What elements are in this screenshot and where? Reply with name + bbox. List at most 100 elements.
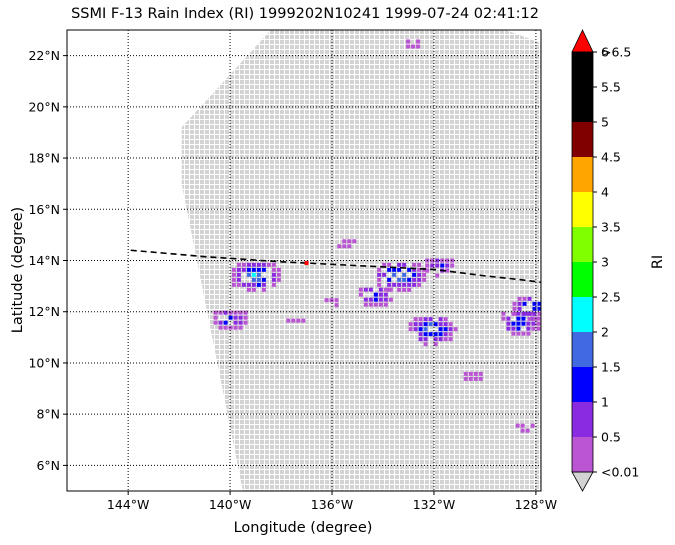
rain-pixel [407, 277, 412, 282]
rain-pixel [387, 267, 392, 272]
rain-pixel [543, 312, 547, 316]
rain-pixel [413, 327, 418, 332]
rain-pixel [397, 282, 402, 287]
rain-pixel [417, 272, 422, 277]
rain-cluster [463, 371, 483, 381]
rain-pixel [228, 315, 233, 320]
rain-pixel [378, 292, 383, 297]
rain-pixel [387, 282, 392, 287]
rain-pixel [473, 376, 478, 381]
rain-pixel [537, 306, 541, 311]
rain-pixel [271, 282, 276, 287]
rain-pixel [438, 322, 443, 327]
colorbar-tick-label: 2.5 [601, 290, 621, 305]
rain-pixel [301, 318, 306, 323]
rain-pixel [428, 332, 433, 337]
rain-pixel [231, 267, 236, 272]
rain-pixel [387, 262, 392, 267]
rain-pixel [537, 301, 541, 306]
rain-pixel [478, 371, 483, 376]
rain-pixel [368, 287, 373, 292]
colorbar-segment [572, 192, 593, 227]
rain-cluster [515, 423, 535, 433]
rain-pixel [388, 287, 393, 292]
rain-pixel [276, 277, 281, 282]
colorbar-segment [572, 367, 593, 402]
x-tick-label: 140°W [209, 497, 251, 512]
rain-pixel [397, 262, 402, 267]
colorbar-tick-label: 3.5 [601, 220, 621, 235]
rain-cluster [337, 239, 357, 249]
rain-pixel [261, 282, 266, 287]
colorbar-tick-label: 1.5 [601, 360, 621, 375]
x-tick-label: 144°W [107, 497, 149, 512]
x-axis-label: Longitude (degree) [234, 520, 373, 536]
rain-pixel [412, 262, 417, 267]
colorbar-tick-label: 5 [601, 115, 609, 130]
rain-pixel [433, 332, 438, 337]
rain-pixel [243, 315, 248, 320]
rain-pixel [231, 277, 236, 282]
rain-pixel [383, 292, 388, 297]
colorbar: <0.01 0.5 1 1.5 2 2.5 3 3.5 4 4.5 5 5.5 6>6.5 [571, 29, 639, 492]
colorbar-segment [572, 262, 593, 297]
rain-cluster [231, 262, 281, 292]
rain-pixel [231, 272, 236, 277]
rain-pixel [246, 262, 251, 267]
rain-pixel [520, 423, 525, 428]
rain-pixel [501, 316, 506, 321]
rain-pixel [425, 268, 430, 273]
rain-pixel [358, 292, 363, 297]
rain-pixel [383, 297, 388, 302]
rain-pixel [423, 342, 428, 347]
rain-pixel [506, 316, 511, 321]
rain-pixel [423, 317, 428, 322]
rain-pixel [377, 277, 382, 282]
rain-pixel [443, 327, 448, 332]
colorbar-label: RI [650, 255, 666, 269]
colorbar-segment [572, 227, 593, 262]
rain-pixel [383, 287, 388, 292]
storm-center-marker [304, 261, 309, 266]
rain-pixel [387, 277, 392, 282]
rain-cluster [408, 317, 458, 347]
colorbar-segment [572, 332, 593, 367]
rain-pixel [218, 320, 223, 325]
rain-pixel [512, 301, 517, 306]
rain-pixel [423, 322, 428, 327]
rain-pixel [453, 327, 458, 332]
rain-pixel [422, 267, 427, 272]
rain-pixel [286, 318, 291, 323]
rain-pixel [526, 326, 531, 331]
rain-pixel [521, 316, 526, 321]
rain-pixel [522, 301, 527, 306]
colorbar-tick-label: 2 [601, 325, 609, 340]
y-tick-label: 8°N [36, 407, 60, 422]
chart-title: SSMI F-13 Rain Index (RI) 1999202N10241 … [71, 6, 539, 22]
rain-pixel [532, 306, 537, 311]
rain-pixel [536, 321, 541, 326]
rain-pixel [392, 282, 397, 287]
rain-cluster [213, 310, 248, 330]
rain-pixel [527, 311, 532, 316]
rain-pixel [450, 263, 455, 268]
rain-pixel [501, 311, 506, 316]
rain-pixel [548, 307, 552, 311]
rain-pixel [516, 321, 521, 326]
colorbar-tick-label: 4 [601, 185, 609, 200]
rain-pixel [428, 317, 433, 322]
rain-cluster [406, 39, 421, 49]
rain-pixel [256, 282, 261, 287]
rain-pixel [412, 272, 417, 277]
rain-pixel [406, 44, 411, 49]
rain-pixel [236, 267, 241, 272]
rain-pixel [368, 297, 373, 302]
rain-pixel [246, 272, 251, 277]
y-axis: 6°N 8°N 10°N 12°N 14°N 16°N 18°N 20°N 22°N [28, 48, 67, 473]
rain-pixel [363, 287, 368, 292]
rain-pixel [337, 244, 342, 249]
rain-pixel [388, 297, 393, 302]
rain-pixel [256, 272, 261, 277]
rain-pixel [223, 320, 228, 325]
rain-pixel [433, 322, 438, 327]
